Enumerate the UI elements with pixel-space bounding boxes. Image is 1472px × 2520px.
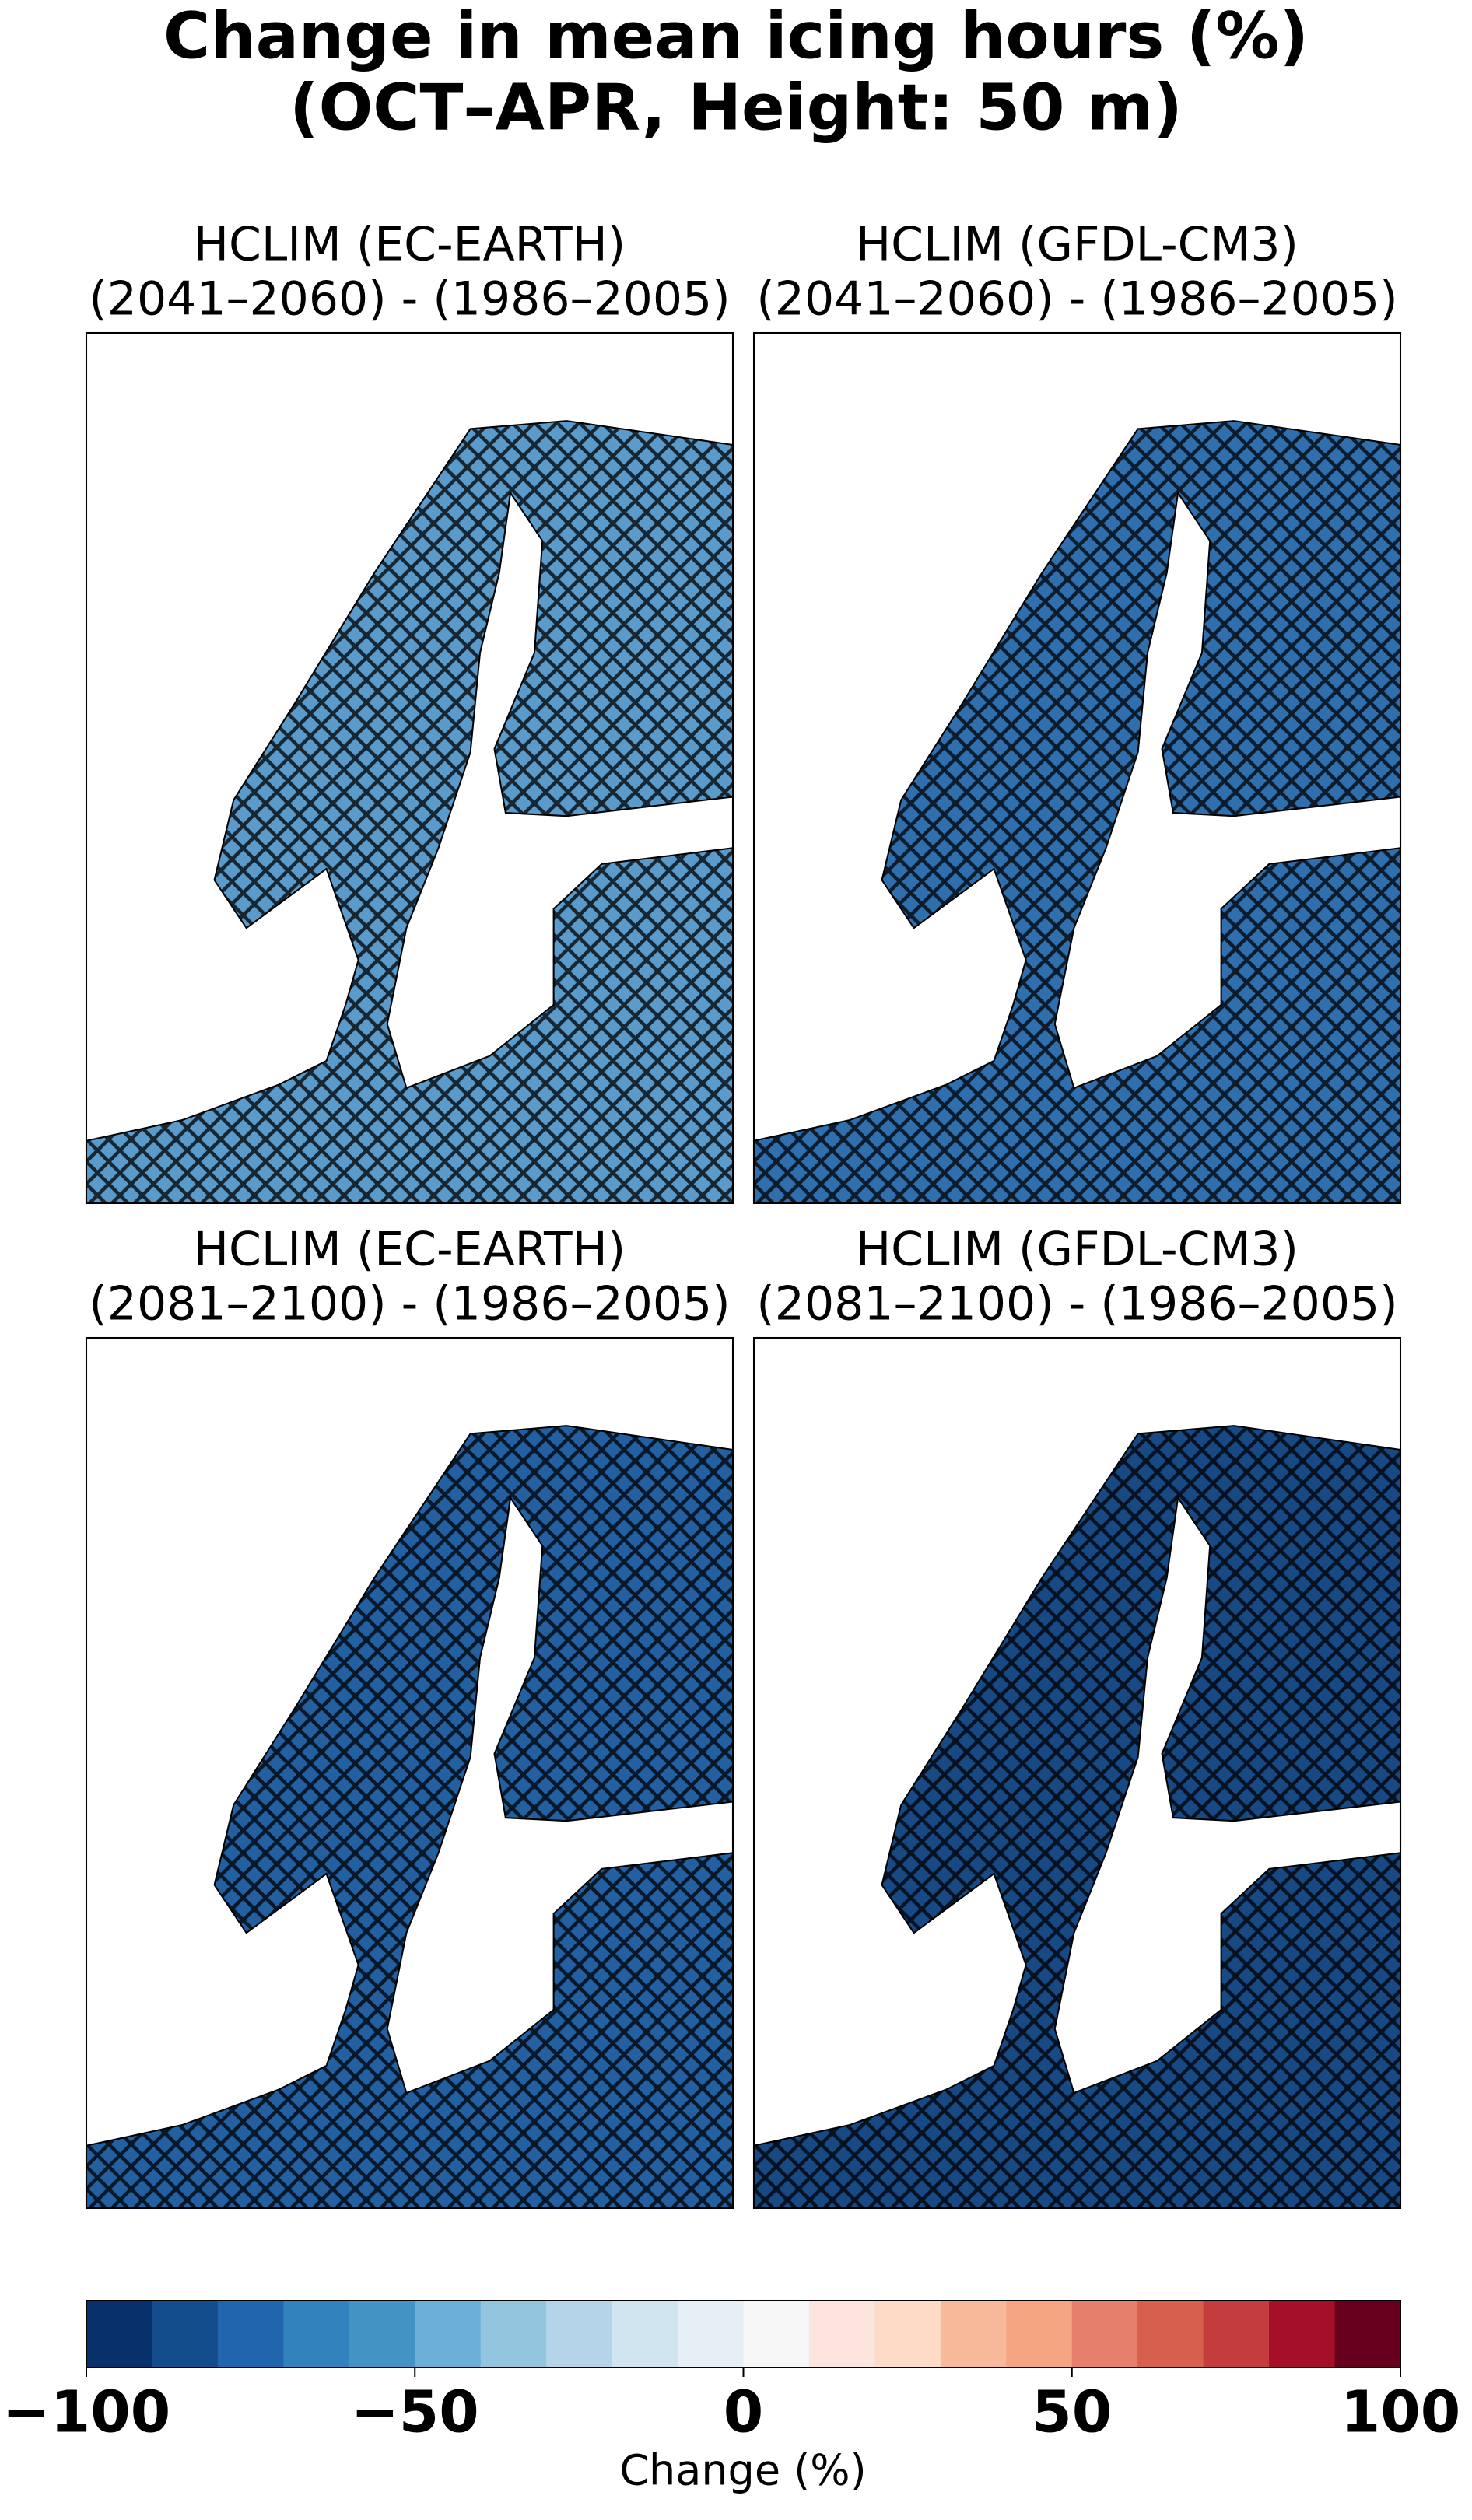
colorbar-bin [1269,2301,1336,2368]
colorbar-label: Change (%) [619,2446,866,2495]
colorbar-bin [217,2301,284,2368]
colorbar-bin [1071,2301,1138,2368]
colorbar-tick-label: 0 [724,2379,764,2446]
colorbar-bin [546,2301,613,2368]
colorbar-bin [283,2301,350,2368]
colorbar-bin [86,2301,152,2368]
figure-title: (OCT–APR, Height: 50 m) [289,71,1183,145]
colorbar-bin [743,2301,810,2368]
colorbar-bin [1006,2301,1073,2368]
colorbar-bin [612,2301,678,2368]
colorbar-bin [940,2301,1007,2368]
map-frame [85,331,734,1204]
colorbar-bin [349,2301,415,2368]
figure-title: Change in mean icing hours (%) [163,0,1309,73]
colorbar-bin [808,2301,875,2368]
colorbar-bin [480,2301,547,2368]
colorbar-bin [152,2301,219,2368]
map [85,331,734,1204]
colorbar-tick-label: 50 [1032,2379,1112,2446]
panel-title: (2041–2060) - (1986–2005) [89,272,730,327]
panel-title: HCLIM (GFDL-CM3) [856,218,1299,272]
colorbar-bin [1137,2301,1204,2368]
panel-title: (2081–2100) - (1986–2005) [89,1277,730,1332]
colorbar-tick-label: 100 [1341,2379,1460,2446]
map [85,1336,734,2209]
colorbar-bin [415,2301,482,2368]
colorbar-tick-label: −50 [351,2379,479,2446]
colorbar-tick-label: −100 [2,2379,170,2446]
colorbar-bin [1334,2301,1401,2368]
panel-title: HCLIM (EC-EARTH) [194,1223,626,1277]
colorbar-bin [874,2301,941,2368]
colorbar-bin [1203,2301,1270,2368]
panel-title: (2081–2100) - (1986–2005) [756,1277,1397,1332]
map [752,1336,1402,2209]
map-frame [85,1336,734,2209]
panel-title: HCLIM (GFDL-CM3) [856,1223,1299,1277]
map [752,331,1402,1204]
colorbar-bin [678,2301,744,2368]
panel-title: (2041–2060) - (1986–2005) [756,272,1397,327]
map-frame [752,331,1402,1204]
panel-title: HCLIM (EC-EARTH) [194,218,626,272]
map-frame [752,1336,1402,2209]
